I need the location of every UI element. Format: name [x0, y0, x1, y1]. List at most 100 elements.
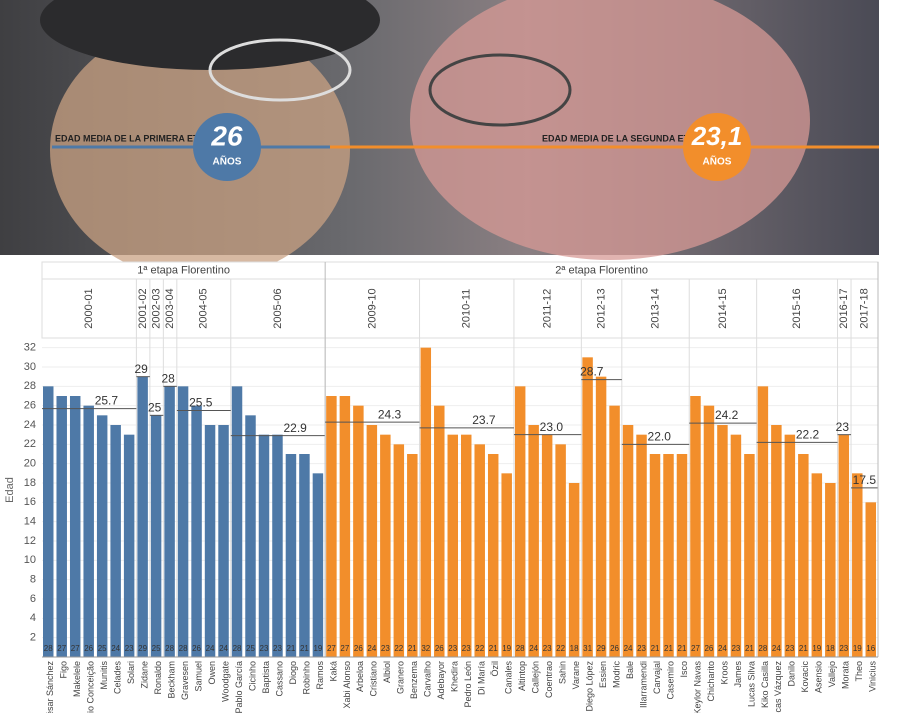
banner-circle: [683, 113, 751, 181]
bar: [541, 434, 553, 657]
average-label: 23.0: [540, 420, 564, 434]
x-tick-label: Ronaldo: [153, 661, 163, 695]
x-tick-label: Samuel: [193, 661, 203, 692]
bar-value-label: 24: [529, 644, 538, 653]
x-tick-label: Essien: [598, 661, 608, 688]
x-tick-label: César Sánchez: [45, 661, 55, 713]
average-label: 22.0: [648, 430, 672, 444]
y-tick-label: 14: [24, 516, 36, 528]
bar: [83, 405, 94, 657]
bar: [595, 376, 607, 657]
x-tick-label: Baptista: [261, 661, 271, 694]
bar: [326, 396, 337, 657]
bar-value-label: 21: [651, 644, 660, 653]
bar: [568, 483, 580, 657]
x-tick-label: Chicharito: [706, 661, 716, 702]
bar: [43, 386, 54, 657]
average-label: 28.7: [580, 365, 604, 379]
bar: [420, 347, 432, 657]
x-tick-label: Altintop: [517, 661, 527, 691]
bar: [757, 386, 769, 657]
x-tick-label: Celades: [113, 661, 123, 695]
y-tick-label: 10: [24, 554, 36, 566]
x-tick-label: Xabi Alonso: [342, 661, 352, 709]
panel-title: 1ª etapa Florentino: [137, 264, 230, 276]
y-tick-label: 24: [24, 419, 36, 431]
bar: [744, 454, 755, 657]
x-tick-label: Kroos: [719, 661, 729, 685]
x-tick-label: Theo: [854, 661, 864, 682]
x-tick-label: Vallejo: [827, 661, 837, 687]
bar-value-label: 22: [556, 644, 565, 653]
y-tick-label: 30: [24, 361, 36, 373]
y-tick-label: 20: [24, 458, 36, 470]
season-label: 2012-13: [595, 288, 607, 328]
x-tick-label: Bale: [625, 661, 635, 679]
bar: [272, 434, 283, 657]
bar: [582, 357, 593, 657]
x-tick-label: Danilo: [787, 661, 797, 687]
x-tick-label: James: [733, 661, 743, 688]
season-label: 2003-04: [164, 288, 176, 328]
banner-unit: AÑOS: [703, 155, 732, 168]
bar-value-label: 26: [435, 644, 444, 653]
y-tick-label: 6: [30, 593, 36, 605]
bar-value-label: 24: [206, 644, 215, 653]
bar-value-label: 23: [125, 644, 134, 653]
bar-value-label: 32: [421, 644, 430, 653]
bar: [123, 434, 135, 657]
bar: [555, 444, 566, 657]
x-tick-label: Kovacic: [800, 661, 810, 693]
bar-value-label: 23: [731, 644, 740, 653]
bar: [703, 405, 715, 657]
bar: [798, 454, 809, 657]
bar-value-label: 21: [678, 644, 687, 653]
y-tick-label: 2: [30, 632, 36, 644]
season-label: 2016-17: [838, 288, 850, 328]
x-tick-label: Pedro León: [463, 661, 473, 708]
bar-value-label: 24: [772, 644, 781, 653]
bar: [811, 473, 823, 657]
bar-value-label: 16: [866, 644, 875, 653]
bar: [717, 425, 728, 657]
bar-value-label: 23: [462, 644, 471, 653]
x-tick-label: Woodgate: [220, 661, 230, 702]
x-tick-label: Figo: [59, 661, 69, 679]
average-label: 25.5: [189, 396, 213, 410]
x-tick-label: Arbeloa: [355, 661, 365, 692]
bar-value-label: 26: [704, 644, 713, 653]
bar-value-label: 21: [745, 644, 754, 653]
x-tick-label: Varane: [571, 661, 581, 689]
bar: [461, 434, 472, 657]
bar: [609, 405, 620, 657]
bar-value-label: 23: [381, 644, 390, 653]
bar-value-label: 23: [637, 644, 646, 653]
bar-value-label: 22: [475, 644, 484, 653]
bar: [447, 434, 458, 657]
x-tick-label: Kiko Casilla: [760, 661, 770, 708]
bar: [69, 396, 81, 657]
bar: [649, 454, 661, 657]
y-tick-label: 4: [30, 612, 36, 624]
bar: [110, 425, 121, 657]
x-tick-label: Makelele: [72, 661, 82, 697]
x-tick-label: Khedira: [450, 661, 460, 692]
banner-caption: EDAD MEDIA DE LA SEGUNDA ETAPA: [542, 133, 707, 143]
bar: [177, 386, 189, 657]
bar: [393, 444, 405, 657]
bar: [231, 386, 243, 657]
bar: [622, 425, 634, 657]
x-tick-label: Canales: [504, 661, 514, 695]
season-label: 2013-14: [649, 288, 661, 328]
bar: [838, 434, 850, 657]
average-label: 23.7: [472, 413, 496, 427]
x-tick-label: Owen: [207, 661, 217, 685]
bar-value-label: 28: [165, 644, 174, 653]
bar-value-label: 19: [502, 644, 511, 653]
x-tick-label: Morata: [841, 661, 851, 689]
x-tick-label: Modric: [611, 661, 621, 689]
x-tick-label: Beckham: [166, 661, 176, 699]
bar: [690, 396, 701, 657]
bar-value-label: 23: [839, 644, 848, 653]
y-tick-label: 18: [24, 477, 36, 489]
